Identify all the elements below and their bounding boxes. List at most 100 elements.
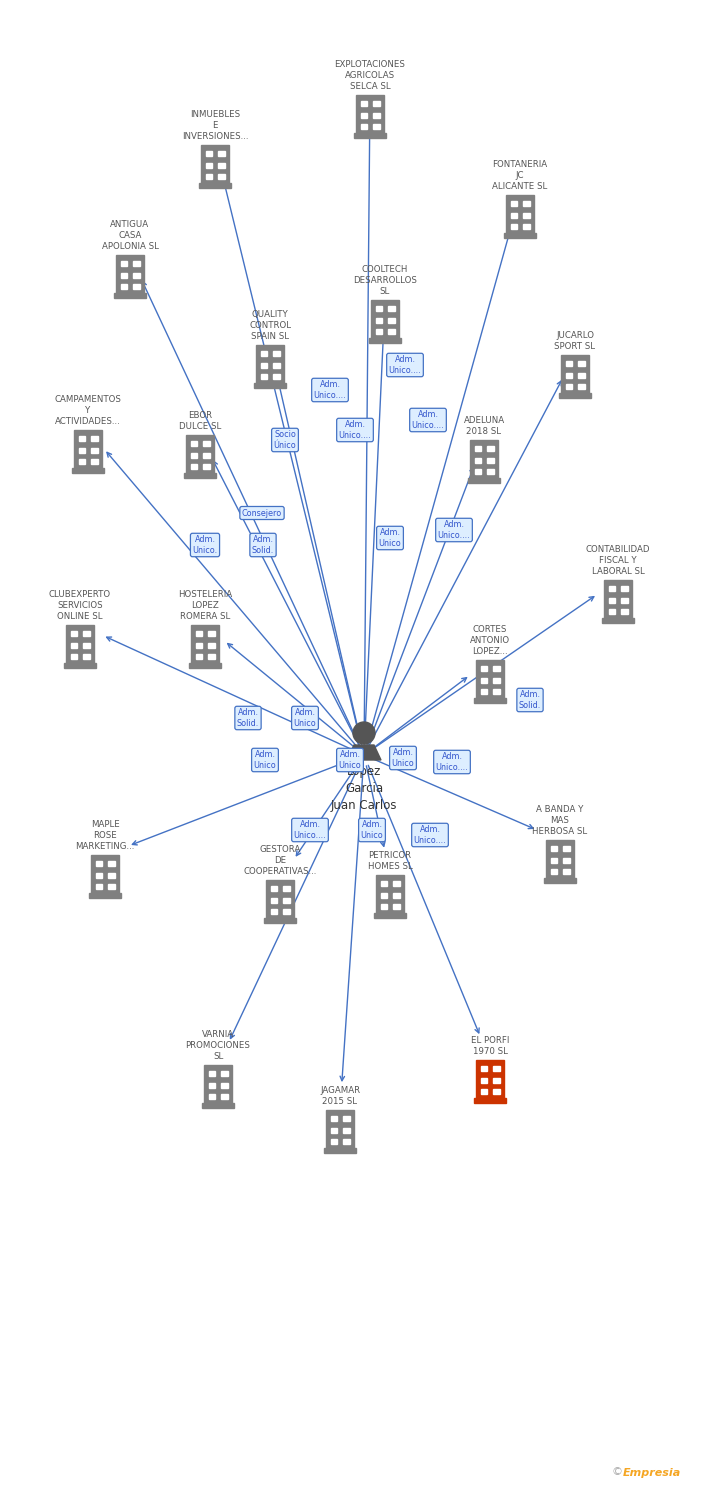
Bar bbox=[203, 441, 210, 447]
Bar bbox=[381, 904, 387, 909]
Bar bbox=[266, 880, 294, 918]
Bar bbox=[481, 1089, 487, 1094]
Bar bbox=[481, 690, 487, 694]
Bar bbox=[393, 882, 400, 886]
Text: CLUBEXPERTO
SERVICIOS
ONLINE SL: CLUBEXPERTO SERVICIOS ONLINE SL bbox=[49, 590, 111, 621]
Bar bbox=[283, 886, 290, 891]
Bar bbox=[481, 666, 487, 672]
Bar bbox=[487, 470, 494, 474]
Text: Adm.
Unico....: Adm. Unico.... bbox=[314, 381, 347, 399]
Bar bbox=[186, 435, 214, 472]
Text: Adm.
Unico....: Adm. Unico.... bbox=[389, 356, 422, 375]
Text: Adm.
Solid.: Adm. Solid. bbox=[519, 690, 541, 709]
Bar bbox=[561, 356, 589, 393]
Bar bbox=[79, 459, 85, 464]
Circle shape bbox=[353, 722, 375, 744]
Text: VARNIA
PROMOCIONES
SL: VARNIA PROMOCIONES SL bbox=[186, 1030, 250, 1060]
Bar bbox=[494, 1078, 499, 1083]
Text: JUCARLO
SPORT SL: JUCARLO SPORT SL bbox=[555, 332, 596, 351]
Bar bbox=[523, 201, 529, 207]
Bar bbox=[74, 430, 102, 468]
Bar bbox=[622, 609, 628, 613]
Bar bbox=[475, 458, 481, 464]
Bar bbox=[481, 1066, 487, 1071]
Text: Adm.
Unico.: Adm. Unico. bbox=[192, 536, 218, 555]
Bar bbox=[191, 626, 219, 663]
Bar bbox=[184, 472, 216, 478]
Bar bbox=[221, 1071, 228, 1077]
Text: MAPLE
ROSE
MARKETING...: MAPLE ROSE MARKETING... bbox=[75, 821, 135, 850]
Text: A BANDA Y
MAS
HERBOSA SL: A BANDA Y MAS HERBOSA SL bbox=[532, 806, 587, 836]
Bar bbox=[373, 124, 379, 129]
Bar bbox=[476, 660, 504, 698]
Bar bbox=[196, 654, 202, 658]
Text: CAMPAMENTOS
Y
ACTIVIDADES...: CAMPAMENTOS Y ACTIVIDADES... bbox=[55, 394, 122, 426]
Bar bbox=[206, 174, 212, 178]
Bar bbox=[602, 618, 634, 622]
Bar bbox=[114, 292, 146, 298]
Text: CONTABILIDAD
FISCAL Y
LABORAL SL: CONTABILIDAD FISCAL Y LABORAL SL bbox=[586, 544, 650, 576]
Bar bbox=[196, 644, 202, 648]
Bar bbox=[388, 318, 395, 322]
Bar bbox=[91, 448, 98, 453]
Bar bbox=[373, 112, 379, 118]
Bar bbox=[271, 886, 277, 891]
Bar bbox=[116, 255, 144, 292]
Bar bbox=[133, 261, 140, 267]
Bar bbox=[121, 273, 127, 278]
Text: Adm.
Solid.: Adm. Solid. bbox=[252, 536, 274, 555]
Bar bbox=[381, 892, 387, 898]
Bar bbox=[331, 1128, 337, 1132]
Bar bbox=[494, 666, 499, 672]
Bar bbox=[108, 885, 114, 890]
Bar bbox=[361, 124, 367, 129]
Text: EXPLOTACIONES
AGRICOLAS
SELCA SL: EXPLOTACIONES AGRICOLAS SELCA SL bbox=[335, 60, 405, 92]
Bar bbox=[91, 436, 98, 441]
Bar bbox=[361, 112, 367, 118]
Bar bbox=[475, 447, 481, 452]
Bar bbox=[331, 1116, 337, 1122]
Bar bbox=[511, 213, 517, 217]
Bar bbox=[84, 644, 90, 648]
Bar bbox=[578, 384, 585, 388]
Bar bbox=[189, 663, 221, 668]
Text: Consejero: Consejero bbox=[242, 509, 282, 518]
Bar bbox=[283, 909, 290, 914]
Bar bbox=[566, 384, 572, 388]
Text: COOLTECH
DESARROLLOS
SL: COOLTECH DESARROLLOS SL bbox=[353, 266, 417, 296]
Bar bbox=[494, 690, 499, 694]
Bar bbox=[72, 468, 104, 472]
Bar bbox=[578, 374, 585, 378]
Text: Adm.
Unico....: Adm. Unico.... bbox=[435, 753, 468, 771]
Bar bbox=[79, 436, 85, 441]
Bar bbox=[91, 855, 119, 892]
Bar bbox=[361, 102, 367, 106]
Bar bbox=[218, 164, 224, 168]
Bar bbox=[204, 1065, 232, 1102]
Bar bbox=[551, 870, 557, 874]
Text: Adm.
Unico: Adm. Unico bbox=[253, 750, 277, 770]
Bar bbox=[79, 448, 85, 453]
Bar bbox=[121, 261, 127, 267]
Bar bbox=[271, 909, 277, 914]
Bar bbox=[191, 465, 197, 470]
Bar bbox=[206, 152, 212, 156]
Bar bbox=[468, 478, 500, 483]
Bar bbox=[84, 654, 90, 658]
Bar bbox=[96, 861, 102, 867]
Text: Empresia: Empresia bbox=[622, 1467, 681, 1478]
Bar bbox=[376, 330, 382, 334]
Bar bbox=[481, 1078, 487, 1083]
Bar bbox=[609, 609, 615, 613]
Bar bbox=[108, 861, 114, 867]
Bar bbox=[261, 363, 267, 368]
Bar bbox=[209, 1095, 215, 1100]
Bar bbox=[371, 300, 399, 338]
Bar bbox=[475, 470, 481, 474]
Text: Socio
Único: Socio Único bbox=[274, 430, 296, 450]
Text: ANTIGUA
CASA
APOLONIA SL: ANTIGUA CASA APOLONIA SL bbox=[102, 220, 159, 251]
Text: HOSTELERIA
LOPEZ
ROMERA SL: HOSTELERIA LOPEZ ROMERA SL bbox=[178, 590, 232, 621]
Bar bbox=[208, 632, 215, 636]
Bar bbox=[511, 201, 517, 207]
Bar bbox=[344, 1140, 349, 1144]
